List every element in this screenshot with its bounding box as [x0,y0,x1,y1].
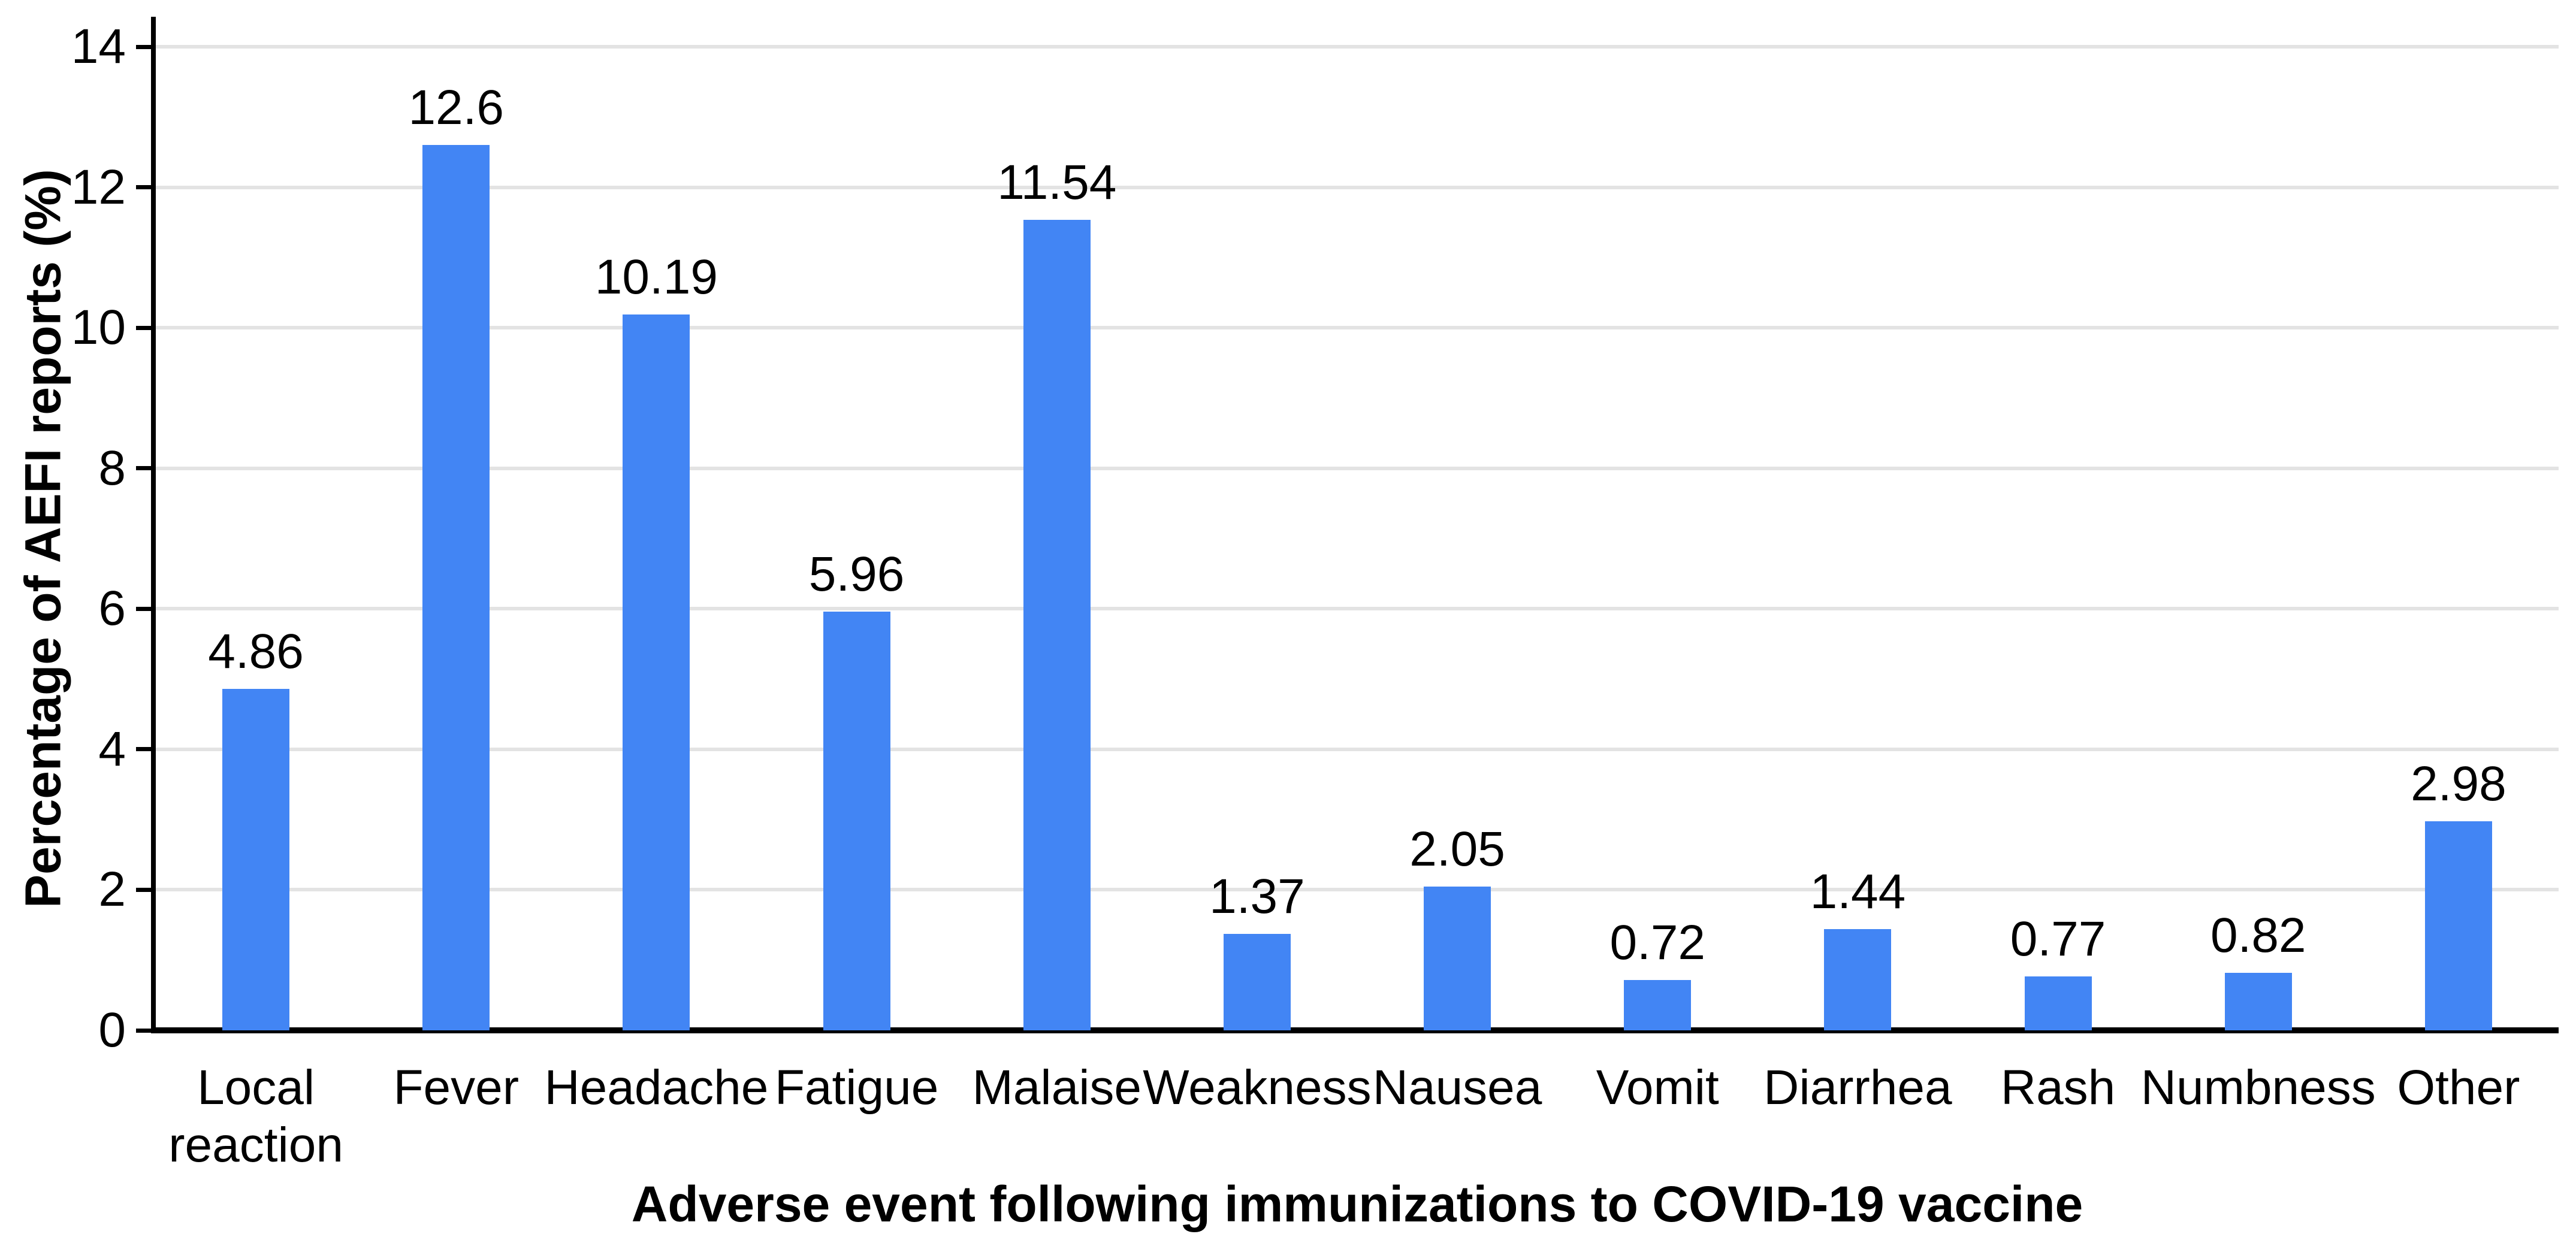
x-axis-title: Adverse event following immunizations to… [631,1176,2083,1232]
x-category-label: Vomit [1596,1060,1719,1115]
gridline [156,888,2559,892]
gridline [156,326,2559,330]
x-category-label: Local reaction [168,1060,343,1172]
bar [1624,979,1692,1030]
bar [1223,934,1291,1030]
y-tick-label: 14 [71,19,126,74]
bar [2424,821,2492,1030]
x-category-label: Headache [544,1060,769,1115]
bar [1023,219,1091,1030]
bar-value-label: 0.82 [2210,908,2306,963]
y-axis-line [151,17,156,1030]
x-category-label: Fatigue [774,1060,939,1115]
gridline [156,607,2559,611]
y-axis-tick [136,325,154,330]
x-category-label: Malaise [972,1060,1142,1115]
y-tick-label: 4 [98,721,126,776]
gridline [156,466,2559,470]
x-category-label: Weakness [1143,1060,1372,1115]
y-axis-tick [136,466,154,471]
bar [823,611,890,1030]
x-category-label: Fever [393,1060,520,1115]
bar-value-label: 1.37 [1209,869,1305,924]
y-axis-tick [136,606,154,611]
plot-area: 0 2 4 6 8 10 12 14 4.86 Local reaction 12.6 Fever 10… [71,22,2559,1172]
x-axis-line [151,1027,2559,1033]
y-tick-label: 8 [98,440,126,495]
bar [623,314,690,1030]
gridline [156,747,2559,751]
y-tick-label: 0 [98,1003,126,1057]
bar [422,145,490,1030]
bar-value-label: 2.05 [1409,821,1505,876]
bar-value-label: 5.96 [808,546,905,601]
bar-value-label: 4.86 [208,624,304,679]
bar-value-label: 1.44 [1810,864,1906,920]
y-tick-label: 12 [71,159,126,214]
x-category-label: Numbness [2140,1060,2376,1115]
bar [2224,972,2292,1030]
y-tick-label: 10 [71,300,126,355]
y-tick-label: 6 [98,581,126,636]
bar-value-label: 0.72 [1609,915,1706,970]
y-axis-tick [136,747,154,752]
bar-value-label: 12.6 [408,80,505,135]
gridline [156,185,2559,189]
bar [2024,976,2092,1030]
y-axis-tick [136,887,154,892]
bar [222,689,290,1030]
y-tick-label: 2 [98,862,126,917]
y-axis-tick [136,185,154,190]
x-category-label: Nausea [1372,1060,1542,1115]
bar [1424,886,1491,1030]
x-category-label: Other [2397,1060,2520,1115]
y-axis-tick [136,1028,154,1033]
bar-value-label: 2.98 [2411,756,2506,811]
bar-value-label: 10.19 [594,249,718,304]
bar-value-label: 0.77 [2010,911,2106,966]
bar [1824,929,1892,1030]
x-category-label: Diarrhea [1763,1060,1952,1115]
gridline [156,45,2559,49]
x-category-label: Rash [2000,1060,2116,1115]
y-axis-tick [136,44,154,49]
y-axis-title: Percentage of AEFI reports (%) [14,169,71,908]
bar-value-label: 11.54 [997,155,1117,210]
